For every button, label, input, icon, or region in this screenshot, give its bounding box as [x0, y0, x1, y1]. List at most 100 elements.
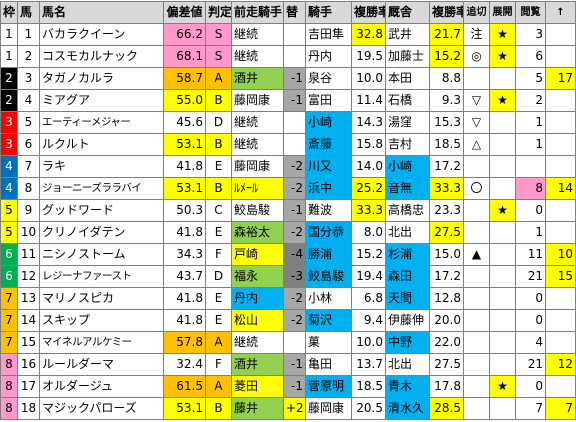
horse-name-cell[interactable]: レジーナファースト: [39, 265, 164, 288]
deviation-cell: 58.7: [163, 67, 206, 90]
stable-cell: 吉村: [385, 133, 430, 156]
pace-cell: [489, 397, 516, 420]
change-cell: [283, 23, 306, 46]
view-count-cell: 3: [515, 23, 546, 46]
horse-number-cell: 12: [17, 265, 40, 288]
horse-name-cell[interactable]: クリノイダテン: [39, 221, 164, 244]
table-row[interactable]: 2 3 タガノカルラ 58.7 A 酒井 -1 泉谷 10.0 本田 8.8 5 17: [0, 67, 576, 90]
table-row[interactable]: 1 2 コスモカルナック 68.1 S 継続 丹内 19.5 加藤士 15.2 ◎ ★ 6: [0, 45, 576, 68]
workout-cell: 注: [463, 23, 490, 46]
stable-rate-cell: 20.0: [429, 309, 464, 332]
horse-number-cell: 4: [17, 89, 40, 112]
workout-cell: [463, 309, 490, 332]
stable-cell: 森田: [385, 265, 430, 288]
waku-cell: 7: [0, 287, 18, 310]
pace-cell: [489, 155, 516, 178]
change-cell: -2: [283, 155, 306, 178]
prev-jockey-cell: 継続: [231, 23, 284, 46]
horse-name-cell[interactable]: ルールダーマ: [39, 353, 164, 376]
pace-cell: [489, 331, 516, 354]
table-row[interactable]: 6 12 レジーナファースト 43.7 D 福永 -3 鮫島駿 19.4 森田 17.2 21 15: [0, 265, 576, 288]
stable-rate-cell: 9.3: [429, 89, 464, 112]
view-count-cell: 0: [515, 287, 546, 310]
rank-up-cell: 10: [545, 243, 576, 266]
table-row[interactable]: 7 15 マイネルアルケミー 57.8 A 継続菓 10.0 中野 22.0 4: [0, 331, 576, 354]
workout-cell: ▲: [463, 243, 490, 266]
view-count-cell: 2: [515, 89, 546, 112]
horse-name-cell[interactable]: ルクルト: [39, 133, 164, 156]
stable-rate-cell: 27.5: [429, 353, 464, 376]
horse-name-cell[interactable]: ニシノストーム: [39, 243, 164, 266]
horse-name-cell[interactable]: タガノカルラ: [39, 67, 164, 90]
horse-name-cell[interactable]: コスモカルナック: [39, 45, 164, 68]
change-cell: -1: [283, 375, 306, 398]
table-row[interactable]: 4 8 ジョーニーズララバイ 53.1 B ﾙﾒｰﾙ -2 浜中 25.2 音無 33.3 〇 8 14: [0, 177, 576, 200]
grade-cell: A: [205, 331, 232, 354]
table-row[interactable]: 7 13 マリノスピカ 41.8 E 丹内 -2 小林 6.8 天間 12.8 0: [0, 287, 576, 310]
table-row[interactable]: 8 17 オルダージュ 61.5 A 菱田 -1 菅原明 18.5 青木 17.8 ★ 0: [0, 375, 576, 398]
workout-cell: [463, 221, 490, 244]
deviation-cell: 53.1: [163, 133, 206, 156]
table-row[interactable]: 6 11 ニシノストーム 34.3 F 戸崎 -4 勝浦 15.2 杉浦 15.0 ▲ 11 10: [0, 243, 576, 266]
view-count-cell: 1: [515, 111, 546, 134]
stable-cell: 本田: [385, 67, 430, 90]
horse-name-cell[interactable]: グッドワード: [39, 199, 164, 222]
horse-name-cell[interactable]: マイネルアルケミー: [39, 331, 164, 354]
deviation-cell: 53.1: [163, 397, 206, 420]
horse-number-cell: 17: [17, 375, 40, 398]
waku-cell: 7: [0, 309, 18, 332]
table-row[interactable]: 3 5 エーティーメジャー 45.6 D 継続 小崎 14.3 湯窪 15.3 ▽ 1: [0, 111, 576, 134]
stable-cell: 小崎: [385, 155, 430, 178]
horse-name-cell[interactable]: マリノスピカ: [39, 287, 164, 310]
view-count-cell: 21: [515, 265, 546, 288]
table-row[interactable]: 5 10 クリノイダテン 41.8 E 森裕太 -2 国分恭 8.0 北出 27.5 1: [0, 221, 576, 244]
change-cell: -2: [283, 177, 306, 200]
stable-cell: 中野: [385, 331, 430, 354]
stable-rate-cell: 17.2: [429, 155, 464, 178]
table-row[interactable]: 8 16 ルールダーマ 32.4 F 酒井 -1 亀田 13.7 北出 27.5 21 12: [0, 353, 576, 376]
rank-up-cell: 15: [545, 265, 576, 288]
rank-up-cell: 7: [545, 397, 576, 420]
table-row[interactable]: 1 1 バカラクイーン 66.2 S 継続 吉田隼 32.8 武井 21.7 注 ★ 3: [0, 23, 576, 46]
view-count-cell: 1: [515, 133, 546, 156]
horse-name-cell[interactable]: ミアグア: [39, 89, 164, 112]
waku-cell: 2: [0, 67, 18, 90]
horse-name-cell[interactable]: マジックパローズ: [39, 397, 164, 420]
stable-cell: 加藤士: [385, 45, 430, 68]
horse-number-cell: 8: [17, 177, 40, 200]
stable-rate-cell: 27.5: [429, 221, 464, 244]
grade-cell: E: [205, 309, 232, 332]
rank-up-cell: [545, 221, 576, 244]
stable-rate-cell: 23.3: [429, 199, 464, 222]
header-prev: 前走騎手: [231, 1, 284, 24]
stable-cell: 北出: [385, 221, 430, 244]
header-waku: 枠: [0, 1, 18, 24]
pace-cell: [489, 287, 516, 310]
header-uma: 馬: [17, 1, 40, 24]
horse-number-cell: 9: [17, 199, 40, 222]
table-row[interactable]: 2 4 ミアグア 55.0 B 藤岡康 -1 富田 11.4 石橋 9.3 ▽ ★ 2: [0, 89, 576, 112]
table-row[interactable]: 3 6 ルクルト 53.1 B 継続 斎藤 15.8 吉村 18.5 △ 1: [0, 133, 576, 156]
table-row[interactable]: 8 18 マジックパローズ 53.1 B 藤井 +2 藤岡康 20.5 清水久 28.5 7 7: [0, 397, 576, 420]
grade-cell: B: [205, 133, 232, 156]
table-row[interactable]: 5 9 グッドワード 50.3 C 鮫島駿 -1 難波 33.3 高橋忠 23.3 ★ 0: [0, 199, 576, 222]
horse-name-cell[interactable]: ジョーニーズララバイ: [39, 177, 164, 200]
change-cell: -3: [283, 265, 306, 288]
grade-cell: D: [205, 265, 232, 288]
horse-name-cell[interactable]: エーティーメジャー: [39, 111, 164, 134]
stable-cell: 高橋忠: [385, 199, 430, 222]
horse-name-cell[interactable]: ラキ: [39, 155, 164, 178]
stable-rate-cell: 28.5: [429, 397, 464, 420]
horse-name-cell[interactable]: スキップ: [39, 309, 164, 332]
rank-up-cell: 12: [545, 353, 576, 376]
grade-cell: E: [205, 287, 232, 310]
stable-rate-cell: 12.8: [429, 287, 464, 310]
table-row[interactable]: 4 7 ラキ 41.8 E 藤岡康 -2 川又 14.0 小崎 17.2: [0, 155, 576, 178]
pace-cell: [489, 265, 516, 288]
jockey-cell: 菊沢: [305, 309, 352, 332]
table-row[interactable]: 7 14 スキップ 41.8 E 松山 -2 菊沢 9.4 伊藤伸 20.0 0: [0, 309, 576, 332]
rank-up-cell: [545, 45, 576, 68]
horse-name-cell[interactable]: オルダージュ: [39, 375, 164, 398]
horse-name-cell[interactable]: バカラクイーン: [39, 23, 164, 46]
change-cell: -2: [283, 221, 306, 244]
